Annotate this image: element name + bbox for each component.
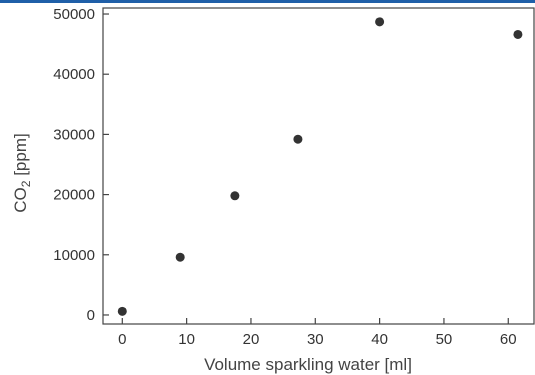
x-tick-label: 0 [118, 331, 126, 348]
plot-border [102, 7, 535, 325]
plot-frame [102, 7, 535, 325]
y-tick-label: 30000 [53, 126, 95, 143]
data-point [513, 29, 523, 39]
x-tick-label: 20 [243, 331, 260, 348]
x-tick-label: 50 [436, 331, 453, 348]
data-point [175, 252, 185, 262]
x-axis-title: Volume sparkling water [ml] [204, 355, 412, 374]
y-tick-label: 20000 [53, 187, 95, 204]
y-axis-title-main: CO [11, 187, 30, 213]
y-axis-title-tail: [ppm] [11, 133, 30, 180]
y-tick-label: 0 [87, 307, 95, 324]
x-tick-label: 10 [178, 331, 195, 348]
data-point [293, 134, 303, 144]
y-axis-title: CO2 [ppm] [11, 133, 33, 212]
data-point [375, 17, 385, 27]
x-tick-label: 60 [500, 331, 517, 348]
x-axis-ticks: 0 10 20 30 40 50 60 [118, 318, 517, 348]
y-tick-label: 10000 [53, 247, 95, 264]
x-tick-label: 30 [307, 331, 324, 348]
data-points [117, 17, 523, 316]
y-axis-ticks: 0 10000 20000 30000 40000 50000 [53, 6, 109, 324]
data-point [117, 306, 127, 316]
y-tick-label: 50000 [53, 6, 95, 23]
y-axis-title-subscript: 2 [19, 180, 33, 187]
x-tick-label: 40 [371, 331, 388, 348]
top-accent-rule [0, 0, 535, 3]
data-point [230, 191, 240, 201]
y-tick-label: 40000 [53, 66, 95, 83]
